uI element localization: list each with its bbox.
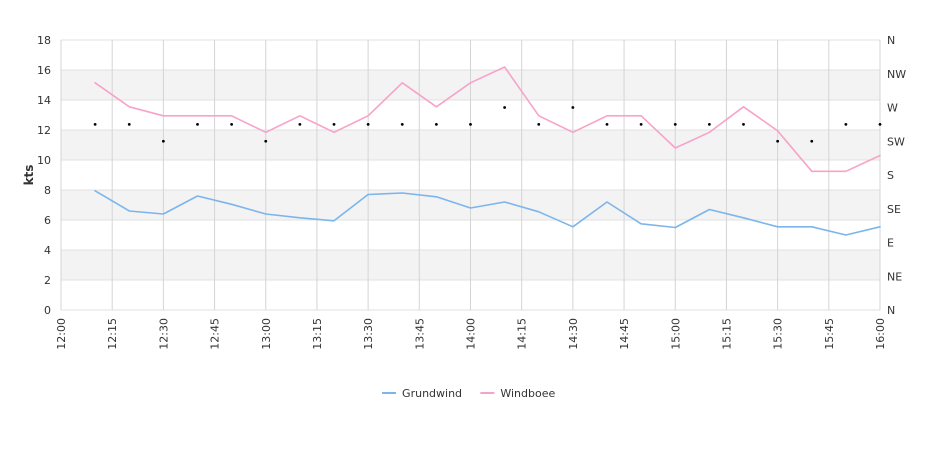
direction-dot	[537, 122, 541, 126]
direction-dot	[264, 139, 268, 143]
direction-dot	[707, 122, 711, 126]
x-tick-label: 13:30	[362, 318, 375, 350]
y-tick-label: 14	[37, 94, 51, 107]
direction-dot	[298, 122, 302, 126]
series-line-windboee	[94, 66, 881, 173]
x-tick-label: 12:15	[106, 318, 119, 350]
direction-dot	[673, 122, 677, 126]
direction-axis-label: SE	[887, 203, 901, 216]
y-axis-title: kts	[22, 165, 36, 186]
x-tick-label: 13:00	[260, 318, 273, 350]
x-tick-label: 13:15	[311, 318, 324, 350]
direction-dot	[605, 122, 609, 126]
legend-item-grundwind[interactable]: Grundwind	[402, 387, 462, 400]
legend-item-windboee[interactable]: Windboee	[500, 387, 555, 400]
x-tick-label: 15:00	[669, 318, 682, 350]
direction-axis-label: NE	[887, 270, 902, 283]
direction-dot	[742, 122, 745, 126]
direction-dot	[400, 122, 404, 126]
y-tick-label: 18	[37, 34, 51, 47]
direction-dot	[332, 122, 336, 126]
direction-axis-label: NW	[887, 68, 906, 81]
direction-dot	[810, 139, 814, 143]
y-tick-label: 2	[44, 274, 51, 287]
x-tick-label: 14:15	[516, 318, 529, 350]
x-tick-label: 14:45	[618, 318, 631, 350]
direction-dot	[776, 139, 780, 143]
y-tick-label: 0	[44, 304, 51, 317]
x-tick-label: 16:00	[874, 318, 887, 350]
direction-axis-label: SW	[887, 135, 905, 148]
y-tick-label: 16	[37, 64, 51, 77]
direction-dot	[571, 106, 575, 109]
direction-dot	[127, 122, 131, 126]
direction-dot	[434, 122, 438, 126]
x-tick-label: 12:30	[157, 318, 170, 350]
y-tick-label: 12	[37, 124, 51, 137]
y-tick-label: 6	[44, 214, 51, 227]
direction-axis-label: E	[887, 237, 894, 250]
y-tick-label: 4	[44, 244, 51, 257]
direction-dot	[196, 122, 199, 126]
x-tick-label: 14:00	[465, 318, 478, 350]
x-tick-label: 15:15	[720, 318, 733, 350]
direction-axis-label: N	[887, 304, 895, 317]
direction-dot	[161, 139, 165, 143]
x-tick-label: 15:45	[823, 318, 836, 350]
direction-axis-label: W	[887, 102, 898, 115]
direction-dot	[503, 106, 507, 109]
direction-axis-label: N	[887, 34, 895, 47]
direction-dot	[639, 122, 643, 126]
direction-dot	[844, 122, 848, 126]
y-tick-label: 10	[37, 154, 51, 167]
direction-dot	[366, 122, 370, 126]
direction-dot	[230, 122, 234, 126]
direction-dot	[469, 122, 472, 126]
x-tick-label: 15:30	[772, 318, 785, 350]
y-tick-label: 8	[44, 184, 51, 197]
direction-axis-label: S	[887, 169, 894, 182]
x-tick-label: 14:30	[567, 318, 580, 350]
x-tick-label: 12:45	[209, 318, 222, 350]
series-line-grundwind	[94, 190, 881, 236]
x-tick-label: 13:45	[413, 318, 426, 350]
direction-dot	[93, 122, 97, 126]
direction-dot	[878, 122, 882, 126]
x-tick-label: 12:00	[55, 318, 68, 350]
